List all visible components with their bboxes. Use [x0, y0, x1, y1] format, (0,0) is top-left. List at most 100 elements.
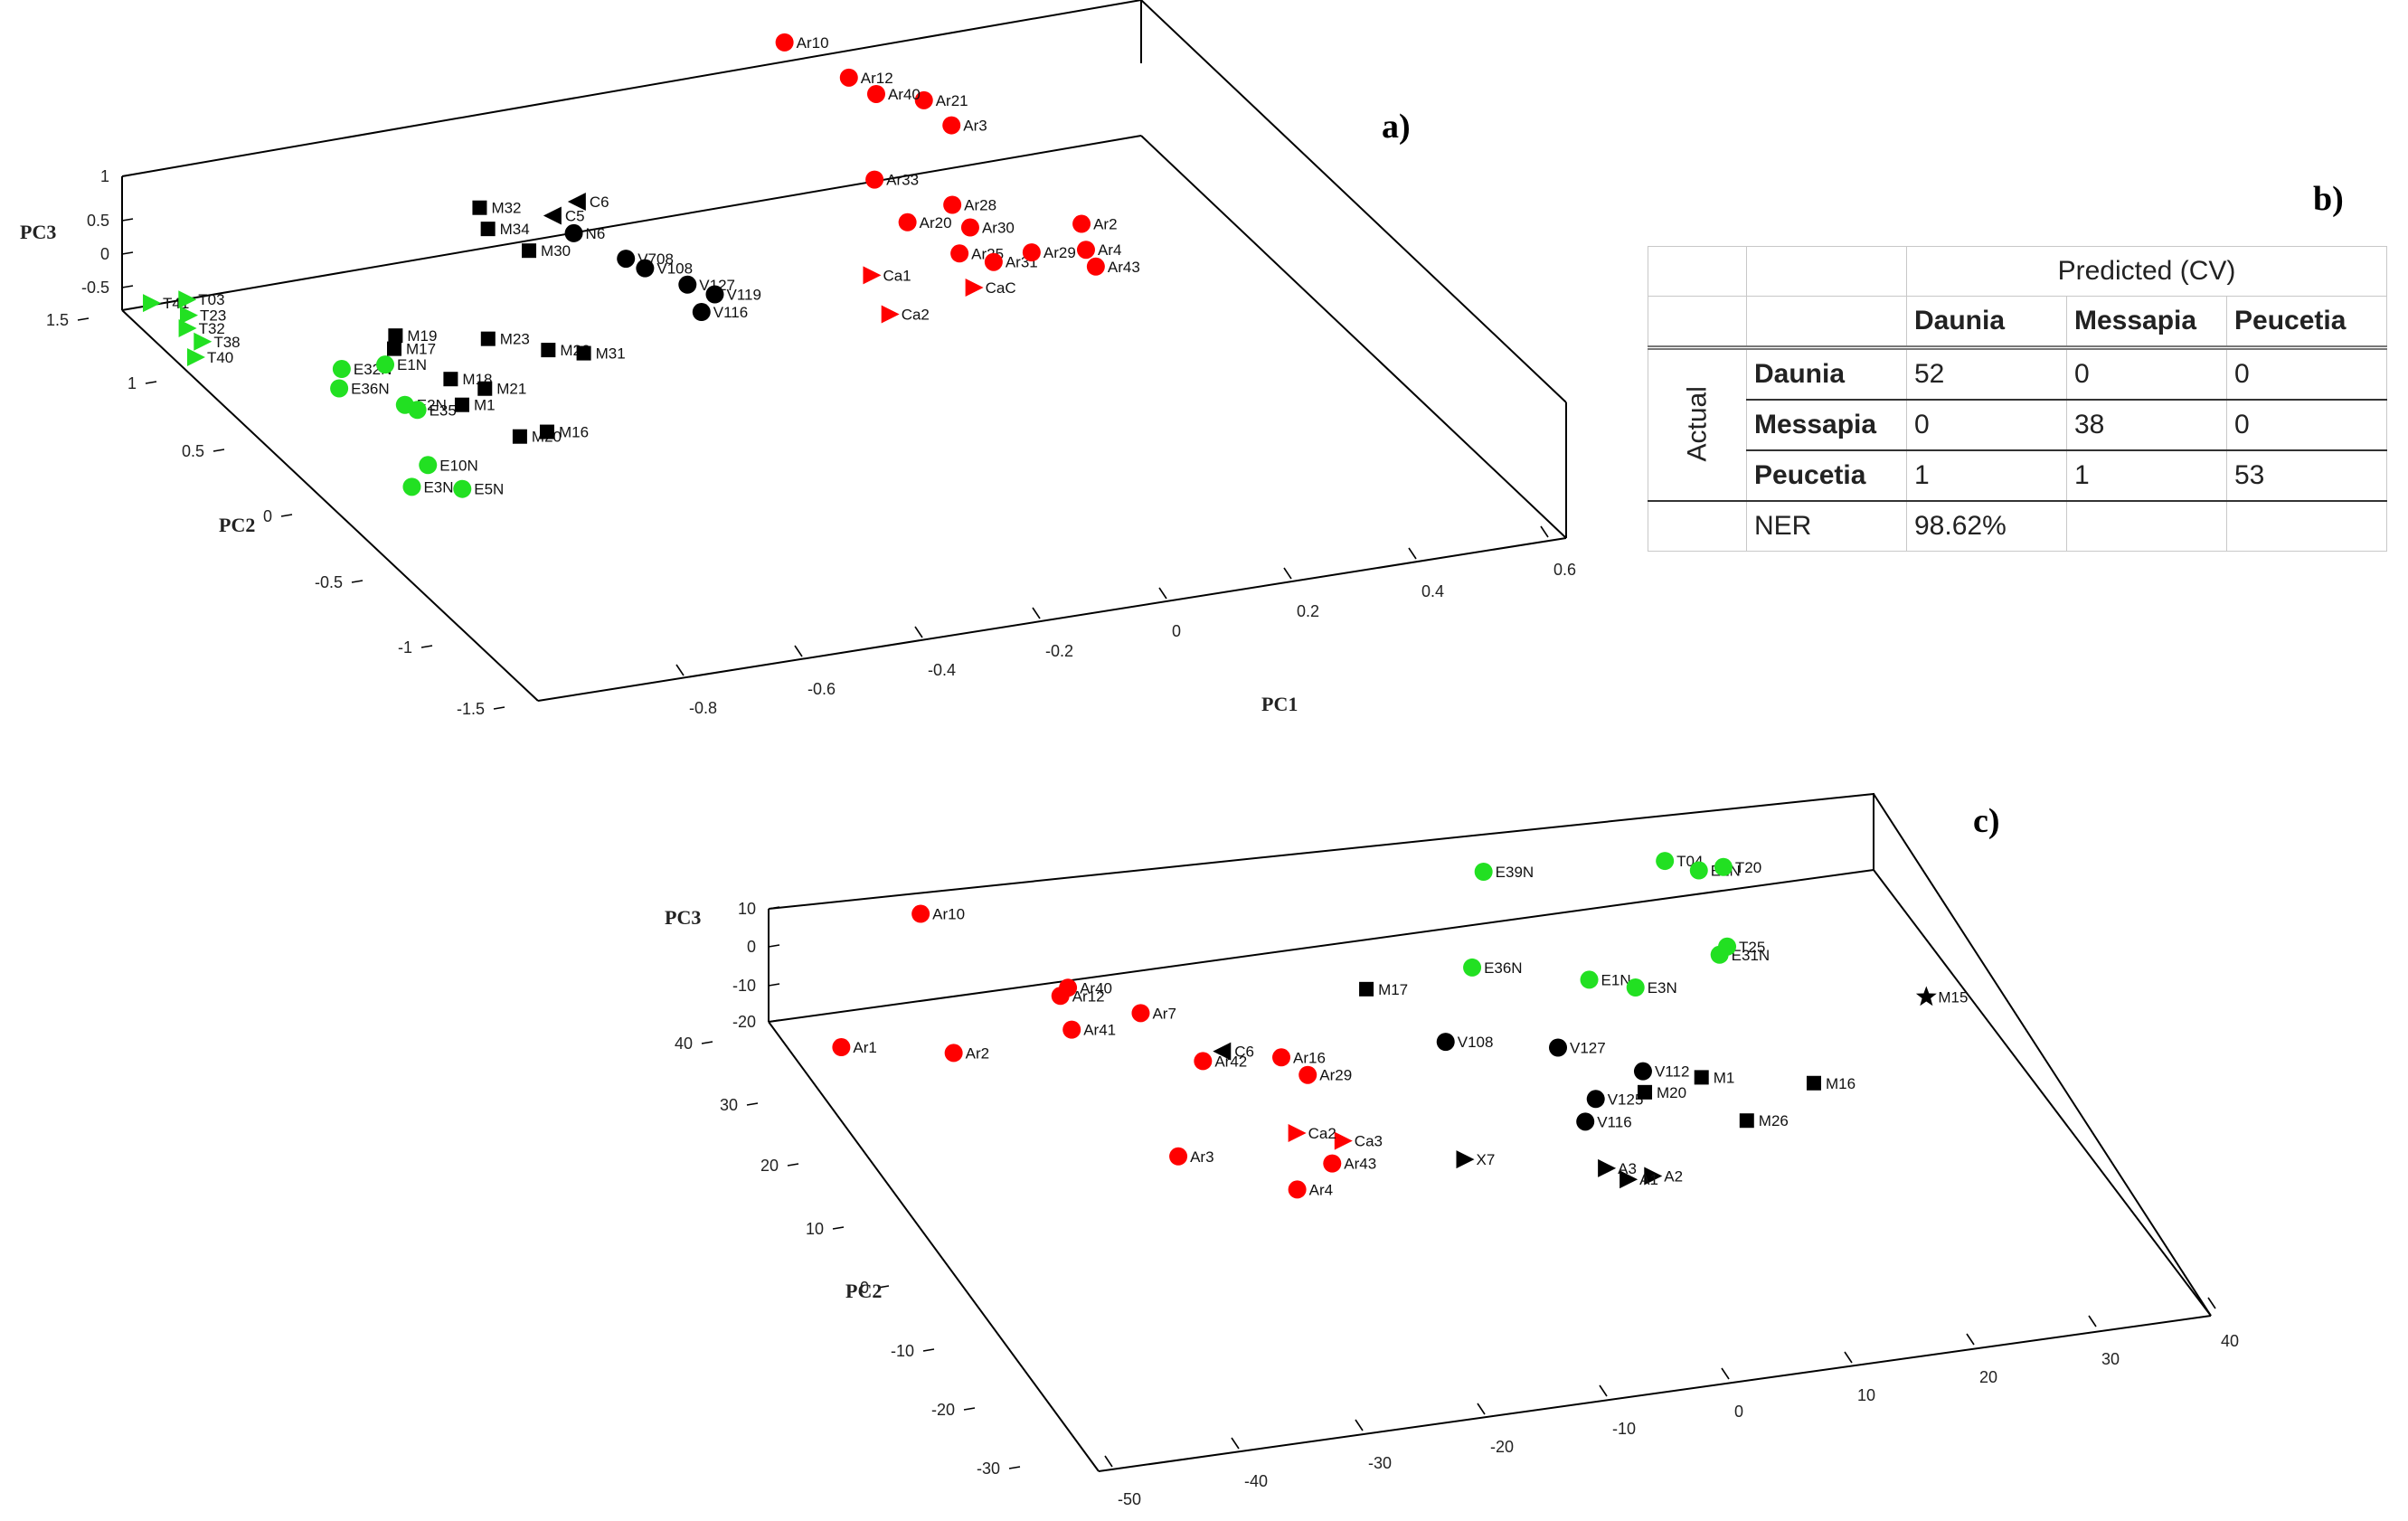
data-label-c: Ar1 — [853, 1039, 876, 1056]
data-label-a: Ar29 — [1043, 244, 1076, 261]
data-point-a — [480, 222, 496, 237]
x-tick-c — [1599, 1384, 1608, 1397]
z-tick-a — [121, 174, 134, 177]
data-point-a — [617, 250, 636, 269]
data-point-c — [1062, 1020, 1081, 1039]
y-tick-a — [145, 381, 157, 384]
cell: 52 — [1906, 347, 2067, 401]
x-tick-label-a: -0.8 — [689, 699, 717, 717]
data-point-c — [1656, 852, 1675, 871]
data-label-c: V125 — [1608, 1091, 1644, 1108]
z-tick-label-a: 1 — [100, 167, 109, 185]
data-label-a: M1 — [474, 397, 496, 414]
data-point-a — [178, 290, 197, 309]
col-header-messapia: Messapia — [2066, 296, 2227, 350]
data-point-c — [1694, 1070, 1709, 1085]
y-tick-label-c: -30 — [977, 1460, 1000, 1478]
z-tick-label-c: 0 — [747, 938, 756, 956]
data-point-a — [186, 347, 205, 366]
panel-a-zlabel: PC3 — [20, 221, 56, 243]
x-tick-a — [1283, 567, 1292, 580]
z-tick-c — [768, 906, 780, 910]
data-label-c: C6 — [1234, 1044, 1254, 1061]
data-point-c — [1626, 978, 1645, 997]
x-tick-label-a: -0.6 — [807, 680, 836, 698]
z-tick-label-c: 10 — [738, 900, 756, 918]
x-tick-c — [2207, 1297, 2216, 1309]
data-label-c: M17 — [1378, 981, 1408, 998]
y-tick-label-c: -10 — [891, 1342, 914, 1360]
data-point-a — [564, 223, 583, 242]
data-label-c: A2 — [1664, 1168, 1683, 1186]
data-label-a: Ar3 — [963, 118, 987, 135]
row-label-peucetia: Peucetia — [1746, 449, 1907, 502]
data-point-a — [454, 397, 469, 412]
panel-b-label: b) — [2313, 180, 2344, 218]
z-tick-label-c: -10 — [732, 977, 756, 995]
row-label-messapia: Messapia — [1746, 399, 1907, 451]
data-label-a: CaC — [986, 279, 1016, 297]
data-label-a: M23 — [500, 331, 530, 348]
data-point-a — [332, 360, 351, 379]
data-point-a — [539, 424, 554, 439]
data-label-c: M20 — [1657, 1084, 1686, 1101]
data-label-c: E31N — [1732, 947, 1771, 964]
data-label-a: Ar12 — [861, 70, 893, 87]
y-tick-label-a: 1 — [127, 374, 137, 392]
data-label-a: E36N — [351, 381, 390, 398]
cell: 38 — [2066, 399, 2227, 451]
data-label-c: V112 — [1655, 1063, 1689, 1081]
y-tick-a — [212, 449, 225, 452]
x-tick-c — [1844, 1351, 1853, 1364]
data-point-c — [1298, 1065, 1317, 1084]
data-label-a: M19 — [407, 327, 437, 345]
cell: 0 — [1906, 399, 2067, 451]
panel-c-frame — [768, 792, 2212, 1472]
data-label-a: E1N — [397, 356, 427, 373]
data-point-c — [1334, 1131, 1353, 1150]
data-point-a — [330, 379, 349, 398]
data-point-c — [1576, 1112, 1595, 1131]
data-point-a — [1086, 257, 1105, 276]
data-point-c — [1436, 1033, 1455, 1052]
data-point-a — [775, 33, 794, 52]
data-point-a — [179, 306, 198, 325]
data-label-c: M15 — [1938, 989, 1968, 1006]
x-tick-label-a: 0 — [1172, 622, 1181, 640]
data-label-c: A3 — [1618, 1160, 1637, 1177]
data-point-c — [1169, 1147, 1188, 1166]
data-point-a — [541, 343, 556, 358]
data-label-a: Ar21 — [936, 92, 968, 109]
y-tick-a — [420, 645, 433, 648]
z-tick-a — [121, 251, 134, 255]
data-point-c — [1714, 857, 1733, 876]
x-tick-c — [2088, 1315, 2097, 1327]
data-point-a — [636, 259, 655, 278]
data-point-a — [408, 401, 427, 420]
data-point-a — [950, 244, 969, 263]
data-point-a — [863, 266, 882, 285]
data-point-a — [1076, 241, 1095, 260]
x-tick-label-c: 40 — [2221, 1332, 2239, 1350]
data-point-c — [1463, 958, 1482, 977]
y-tick-c — [787, 1163, 799, 1167]
data-point-a — [984, 252, 1003, 271]
data-point-a — [705, 285, 724, 304]
data-point-a — [1072, 214, 1091, 233]
z-tick-label-a: -0.5 — [81, 279, 109, 297]
data-point-c — [1549, 1038, 1568, 1057]
data-point-a — [522, 243, 537, 259]
y-tick-label-a: -1 — [398, 638, 412, 657]
data-label-c: Ar43 — [1344, 1156, 1376, 1173]
panel-a-ylabel: PC2 — [219, 514, 255, 536]
data-label-c: A1 — [1639, 1171, 1658, 1188]
x-tick-c — [1355, 1419, 1364, 1431]
cell: 0 — [2066, 347, 2227, 401]
data-label-a: Ar4 — [1098, 241, 1121, 259]
data-label-c: M26 — [1759, 1112, 1789, 1129]
data-point-a — [388, 328, 403, 344]
x-tick-label-a: 0.4 — [1421, 582, 1444, 600]
y-tick-label-a: 0 — [263, 507, 272, 525]
data-label-c: E39N — [1496, 864, 1535, 881]
data-label-a: Ar30 — [982, 220, 1015, 237]
